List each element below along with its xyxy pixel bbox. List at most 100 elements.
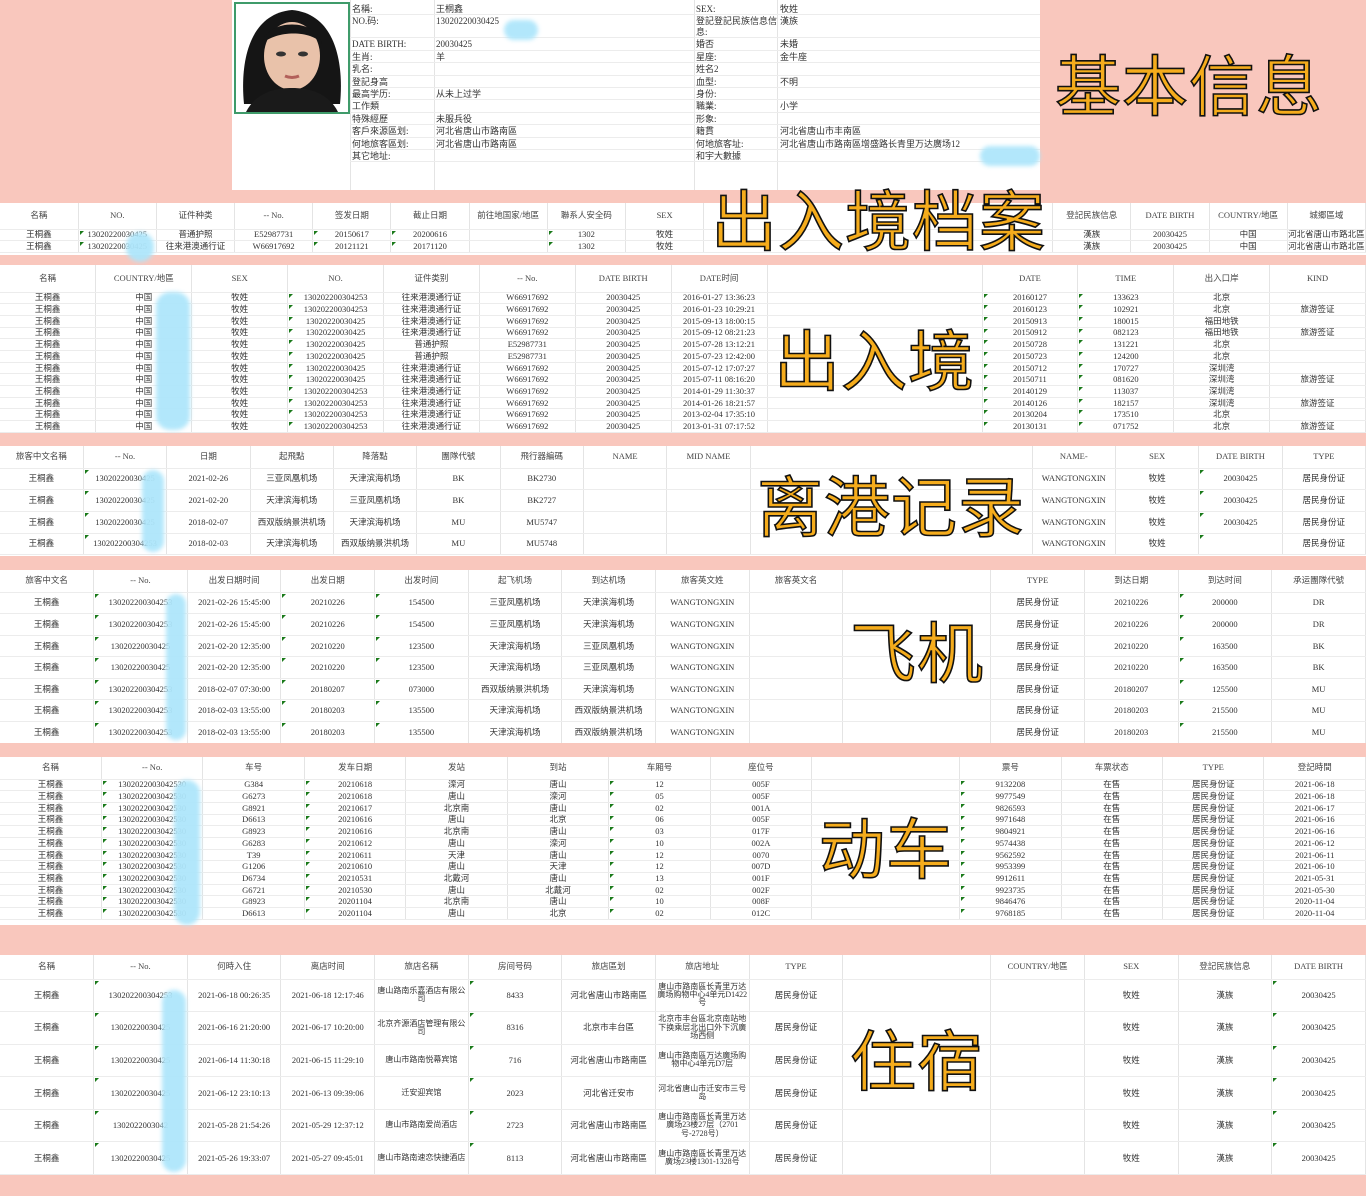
- table-cell[interactable]: E52987731: [479, 338, 576, 351]
- column-header[interactable]: 证件种类: [156, 203, 236, 230]
- table-cell[interactable]: [1269, 292, 1366, 305]
- table-cell[interactable]: [1269, 408, 1366, 422]
- table-cell[interactable]: 2021-05-31: [1263, 872, 1366, 885]
- table-cell[interactable]: 135500: [374, 699, 469, 723]
- table-row[interactable]: 王桐鑫 中国 牧姓 130202200304253 往来港澳通行证 W66917692 20…: [0, 292, 1366, 305]
- column-header[interactable]: SEX: [625, 203, 705, 230]
- table-row[interactable]: 王桐鑫 13020220030425 2021-02-20 12:35:00 2021…: [0, 635, 1366, 658]
- table-cell[interactable]: 130202200304253: [287, 397, 384, 410]
- table-cell[interactable]: 130202200304253: [93, 721, 188, 743]
- column-header[interactable]: 证件类别: [383, 265, 480, 293]
- table-cell[interactable]: 深圳湾: [1173, 397, 1271, 410]
- table-cell[interactable]: 王桐鑫: [0, 397, 97, 410]
- table-cell[interactable]: 唐山市路南區长青里万达廣场23楼1301-1328号: [655, 1141, 750, 1175]
- table-cell[interactable]: 王桐鑫: [0, 837, 102, 850]
- table-cell[interactable]: 三亚凤凰机场: [468, 613, 563, 636]
- table-cell[interactable]: MU: [1271, 678, 1366, 701]
- table-row[interactable]: 王桐鑫 13020220030425 2021-02-20 天津滨海机场 三亚凤凰机场 B…: [0, 489, 1366, 512]
- table-cell[interactable]: 20030425: [575, 303, 672, 316]
- table-cell[interactable]: 往来港澳通行证: [383, 385, 480, 398]
- table-cell[interactable]: [583, 489, 668, 512]
- table-cell[interactable]: 居民身份证: [990, 699, 1085, 723]
- table-cell[interactable]: 牧姓: [1084, 979, 1179, 1013]
- column-header[interactable]: 旅客中文名: [0, 570, 95, 593]
- table-cell[interactable]: 北京: [1173, 292, 1271, 305]
- table-row[interactable]: 王桐鑫 1302022003042530 D6613 20201104 唐山 北京 02 01…: [0, 907, 1366, 920]
- table-cell[interactable]: 王桐鑫: [0, 979, 95, 1013]
- table-cell[interactable]: 天津滨海机场: [468, 635, 563, 658]
- table-cell[interactable]: 普通护照: [383, 338, 480, 351]
- table-cell[interactable]: 王桐鑫: [0, 825, 102, 838]
- table-cell[interactable]: 居民身份证: [1162, 860, 1265, 873]
- table-cell[interactable]: 13: [608, 872, 711, 885]
- table-cell[interactable]: 居民身份证: [1162, 814, 1265, 827]
- column-header[interactable]: 登記民族信息: [1052, 203, 1132, 230]
- table-cell[interactable]: 牧姓: [191, 420, 289, 433]
- column-header[interactable]: 登記時間: [1263, 757, 1366, 780]
- table-cell[interactable]: 牧姓: [191, 350, 289, 363]
- table-cell[interactable]: 005F: [710, 790, 813, 803]
- table-cell[interactable]: 王桐鑫: [0, 802, 102, 815]
- table-cell[interactable]: 居民身份证: [1282, 511, 1366, 534]
- column-header[interactable]: 前往地国家/地區: [469, 203, 548, 230]
- table-cell[interactable]: 13020220030425: [93, 635, 188, 658]
- table-cell[interactable]: 123500: [374, 635, 469, 658]
- table-cell[interactable]: 唐山市路南爱尚酒店: [374, 1109, 469, 1143]
- table-cell[interactable]: 2021-06-16 21:20:00: [187, 1011, 282, 1045]
- table-cell[interactable]: 居民身份证: [749, 1044, 844, 1078]
- table-cell[interactable]: 王桐鑫: [0, 656, 95, 679]
- table-cell[interactable]: 漢族: [1052, 240, 1132, 253]
- column-header[interactable]: 发站: [405, 757, 508, 780]
- table-cell[interactable]: 王桐鑫: [0, 420, 97, 433]
- table-cell[interactable]: 2021-06-12: [1263, 837, 1366, 850]
- table-cell[interactable]: 12: [608, 860, 711, 873]
- column-header[interactable]: -- No.: [83, 446, 168, 469]
- table-cell[interactable]: 154500: [374, 613, 469, 636]
- table-cell[interactable]: 20210226: [1084, 592, 1179, 615]
- table-cell[interactable]: MU: [416, 533, 501, 556]
- table-cell[interactable]: 13020220030425: [287, 338, 384, 351]
- table-cell[interactable]: 20030425: [1130, 229, 1210, 241]
- table-cell[interactable]: 往来港澳通行证: [383, 327, 480, 340]
- column-header[interactable]: -- No.: [93, 955, 188, 980]
- table-row[interactable]: 王桐鑫 13020220030425 2021-02-26 三亚凤凰机场 天津滨海机场 B…: [0, 468, 1366, 491]
- table-row[interactable]: 王桐鑫 130202200304253 2018-02-03 天津滨海机场 西双版纳景洪…: [0, 533, 1366, 556]
- table-cell[interactable]: 200000: [1178, 592, 1273, 615]
- table-cell[interactable]: 牧姓: [191, 408, 289, 422]
- table-cell[interactable]: 北京: [1173, 338, 1271, 351]
- table-cell[interactable]: 唐山: [405, 884, 508, 897]
- table-cell[interactable]: G8921: [202, 802, 305, 815]
- table-cell[interactable]: 河北省唐山市路北區: [1287, 240, 1366, 253]
- table-cell[interactable]: 130202200304253: [287, 292, 384, 305]
- table-cell[interactable]: 滦河: [507, 837, 610, 850]
- table-cell[interactable]: 唐山: [405, 907, 508, 920]
- table-cell[interactable]: 10: [608, 837, 711, 850]
- table-cell[interactable]: 往来港澳通行证: [383, 362, 480, 375]
- table-cell[interactable]: 居民身份证: [990, 721, 1085, 743]
- table-cell[interactable]: 王桐鑫: [0, 1109, 95, 1143]
- table-cell[interactable]: 往来港澳通行证: [156, 240, 236, 253]
- table-cell[interactable]: 王桐鑫: [0, 240, 79, 253]
- table-cell[interactable]: 9846476: [959, 895, 1062, 909]
- column-header[interactable]: -- No.: [93, 570, 188, 593]
- table-cell[interactable]: 王桐鑫: [0, 895, 102, 909]
- table-cell[interactable]: 在售: [1061, 779, 1164, 792]
- table-cell[interactable]: 往来港澳通行证: [383, 303, 480, 316]
- table-cell[interactable]: 唐山: [507, 872, 610, 885]
- table-cell[interactable]: 20121121: [312, 240, 392, 253]
- column-header[interactable]: 聯系人安全码: [547, 203, 627, 230]
- table-cell[interactable]: 唐山: [507, 849, 610, 862]
- table-cell[interactable]: 173510: [1077, 408, 1175, 422]
- table-cell[interactable]: 20030425: [1130, 240, 1210, 253]
- table-cell[interactable]: 20150728: [982, 338, 1079, 351]
- column-header[interactable]: NO.: [287, 265, 384, 293]
- table-cell[interactable]: 河北省唐山市路北區: [1287, 229, 1366, 241]
- table-cell[interactable]: 2013-01-31 07:17:52: [671, 420, 768, 433]
- table-cell[interactable]: 2021-06-13 09:39:06: [280, 1076, 376, 1110]
- column-header[interactable]: 旅客中文名稱: [0, 446, 84, 469]
- table-cell[interactable]: 20150913: [982, 315, 1079, 328]
- table-row[interactable]: 王桐鑫 1302022003042530 G6283 20210612 唐山 滦河 10 00…: [0, 837, 1366, 850]
- table-cell[interactable]: 北京: [1173, 420, 1271, 433]
- table-cell[interactable]: BK: [1271, 635, 1366, 658]
- table-cell[interactable]: MU: [1271, 721, 1366, 743]
